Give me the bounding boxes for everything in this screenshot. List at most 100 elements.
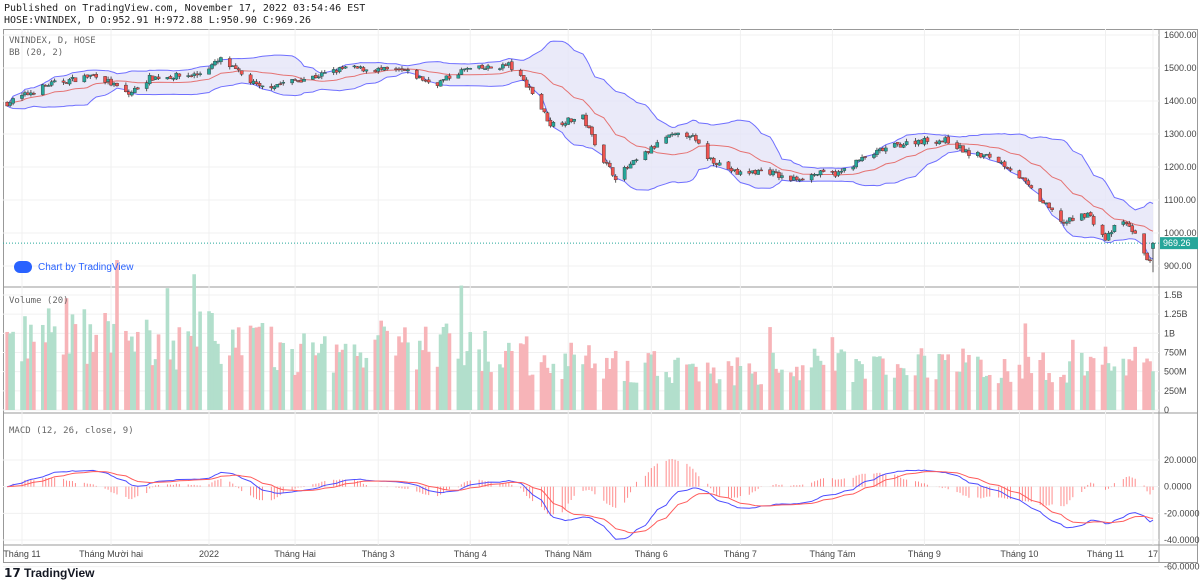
volume-bar <box>943 360 948 410</box>
macd-tick-label: 20.0000 <box>1164 455 1197 465</box>
candle-body <box>759 169 763 172</box>
candle-body <box>1005 167 1010 169</box>
candle-body <box>539 93 544 110</box>
volume-bar <box>1002 359 1007 410</box>
volume-bar <box>1142 362 1146 410</box>
candle-body <box>667 134 671 138</box>
candle-body <box>400 68 404 71</box>
volume-bar <box>792 376 796 410</box>
volume-bar <box>227 355 232 410</box>
volume-bar <box>124 330 128 410</box>
time-tick-label: Tháng 11 <box>3 549 40 559</box>
volume-bar <box>67 353 72 410</box>
volume-bar <box>569 342 573 410</box>
volume-bar <box>590 368 594 410</box>
volume-bar <box>527 375 532 410</box>
volume-bar <box>833 370 838 410</box>
candle-body <box>593 134 597 146</box>
volume-bar <box>1130 360 1135 410</box>
candle-body <box>818 170 823 176</box>
volume-bar <box>934 379 939 410</box>
bb-upper-line <box>6 40 1154 211</box>
candle-body <box>144 82 149 89</box>
candle-body <box>524 79 529 88</box>
volume-bar <box>331 372 336 410</box>
candle-body <box>955 142 959 149</box>
volume-bar <box>468 332 473 410</box>
candle-body <box>602 144 606 163</box>
bb-legend[interactable]: BB (20, 2) <box>9 48 64 58</box>
volume-bar <box>486 361 490 410</box>
candle-body <box>20 95 24 99</box>
candle-body <box>364 69 369 72</box>
candle-body <box>275 84 280 88</box>
volume-tick-label: 1.5B <box>1164 290 1183 300</box>
volume-legend[interactable]: Volume (20) <box>9 296 69 306</box>
candle-body <box>904 141 909 145</box>
volume-bar <box>652 351 657 410</box>
candle-body <box>542 108 547 113</box>
macd-legend[interactable]: MACD (12, 26, close, 9) <box>9 426 134 436</box>
volume-bar <box>1082 375 1087 410</box>
volume-bar <box>530 374 535 410</box>
candle-body <box>1065 221 1069 224</box>
candle-body <box>477 65 481 69</box>
candle-body <box>230 65 235 67</box>
last-price-badge <box>1160 237 1198 250</box>
candle-body <box>73 77 78 83</box>
candle-body <box>836 171 841 176</box>
volume-bar <box>251 327 256 410</box>
candle-body <box>922 138 927 145</box>
volume-bar <box>40 324 45 410</box>
volume-bar <box>711 367 716 410</box>
volume-bar <box>753 371 758 410</box>
volume-bar <box>213 340 217 410</box>
volume-bar <box>165 288 170 410</box>
candle-body <box>251 80 256 84</box>
candle-body <box>260 85 265 88</box>
candle-body <box>1088 212 1093 216</box>
volume-bar <box>1091 358 1096 410</box>
volume-bar <box>510 350 514 410</box>
candle-body <box>426 79 431 83</box>
volume-bar <box>70 314 75 410</box>
volume-bar <box>673 359 677 410</box>
volume-bar <box>337 352 342 410</box>
candle-body <box>334 70 339 73</box>
volume-bar <box>397 336 401 410</box>
candle-body <box>456 74 461 79</box>
volume-bar <box>296 372 300 410</box>
candle-body <box>480 64 484 69</box>
candle-body <box>999 161 1004 164</box>
candle-body <box>403 69 407 71</box>
tradingview-logo[interactable]: 𝟭𝟳 TradingView <box>4 566 95 580</box>
candle-body <box>958 145 962 149</box>
candle-body <box>649 146 654 154</box>
candle-body <box>708 157 713 159</box>
candle-body <box>135 87 140 90</box>
volume-bar <box>82 309 87 410</box>
volume-bar <box>895 364 900 410</box>
candle-body <box>1127 223 1132 227</box>
volume-bar <box>216 343 220 410</box>
brand-label: TradingView <box>24 566 95 580</box>
candle-body <box>572 119 576 122</box>
volume-bar <box>489 372 493 410</box>
candle-body <box>465 68 470 70</box>
volume-bar <box>195 346 199 410</box>
candle-body <box>254 81 259 85</box>
candle-body <box>109 78 113 86</box>
volume-bar <box>1038 359 1042 410</box>
chart-frame[interactable] <box>3 29 1198 563</box>
volume-bar <box>8 333 12 410</box>
volume-bar <box>839 349 844 410</box>
volume-bar <box>147 330 152 410</box>
candle-body <box>207 68 211 75</box>
candle-body <box>518 69 523 76</box>
volume-bar <box>343 343 348 410</box>
candle-body <box>483 68 487 70</box>
candle-body <box>1071 217 1075 221</box>
candle-body <box>833 171 838 177</box>
chart-by-tradingview-link[interactable]: Chart by TradingView <box>14 261 133 273</box>
